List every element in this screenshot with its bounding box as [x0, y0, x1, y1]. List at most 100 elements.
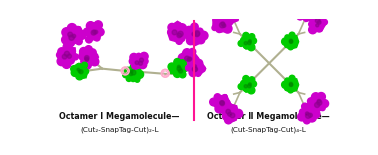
Circle shape: [302, 3, 308, 9]
Circle shape: [289, 39, 293, 42]
Circle shape: [77, 68, 79, 71]
Circle shape: [322, 20, 327, 25]
Polygon shape: [58, 48, 75, 63]
Circle shape: [293, 40, 297, 44]
Polygon shape: [299, 4, 316, 22]
Circle shape: [130, 53, 138, 61]
Circle shape: [223, 19, 230, 26]
Circle shape: [139, 58, 144, 62]
Circle shape: [297, 13, 304, 20]
Circle shape: [85, 58, 88, 61]
Circle shape: [304, 15, 309, 21]
Circle shape: [178, 31, 183, 37]
Circle shape: [249, 34, 255, 40]
Circle shape: [89, 49, 96, 56]
Circle shape: [243, 75, 249, 82]
Circle shape: [180, 71, 186, 78]
Circle shape: [62, 35, 70, 44]
Circle shape: [131, 77, 136, 82]
Circle shape: [135, 66, 141, 72]
Circle shape: [76, 64, 81, 69]
Circle shape: [320, 105, 325, 111]
Circle shape: [241, 80, 246, 86]
Circle shape: [225, 116, 232, 124]
Circle shape: [220, 101, 224, 105]
Circle shape: [83, 61, 91, 69]
Circle shape: [177, 24, 186, 33]
Circle shape: [177, 33, 185, 42]
Circle shape: [136, 53, 141, 58]
Circle shape: [135, 70, 144, 78]
Circle shape: [297, 6, 307, 15]
Circle shape: [216, 25, 223, 33]
Circle shape: [291, 41, 297, 47]
Circle shape: [129, 58, 136, 65]
Circle shape: [184, 56, 189, 61]
Circle shape: [282, 38, 289, 45]
Circle shape: [289, 75, 295, 81]
Circle shape: [308, 13, 316, 21]
Polygon shape: [222, 104, 238, 123]
Circle shape: [76, 72, 83, 80]
Circle shape: [221, 22, 225, 26]
Circle shape: [229, 13, 234, 18]
Circle shape: [85, 55, 89, 60]
Circle shape: [168, 63, 175, 70]
Circle shape: [220, 101, 224, 105]
Polygon shape: [126, 65, 142, 81]
Circle shape: [57, 57, 66, 66]
Circle shape: [291, 84, 297, 90]
Circle shape: [179, 29, 187, 38]
Circle shape: [248, 41, 251, 45]
Circle shape: [169, 67, 175, 74]
Circle shape: [293, 83, 297, 87]
Circle shape: [199, 31, 208, 40]
Circle shape: [288, 88, 293, 93]
Circle shape: [170, 33, 176, 40]
Circle shape: [194, 65, 197, 67]
Circle shape: [82, 62, 87, 68]
Circle shape: [232, 8, 240, 17]
Circle shape: [177, 33, 181, 38]
Circle shape: [243, 44, 248, 48]
Circle shape: [304, 11, 308, 16]
Circle shape: [215, 104, 223, 113]
Circle shape: [297, 113, 306, 121]
Circle shape: [191, 23, 198, 31]
Circle shape: [290, 83, 293, 87]
Circle shape: [221, 107, 228, 113]
Circle shape: [136, 63, 141, 68]
Circle shape: [94, 21, 102, 29]
Circle shape: [80, 47, 88, 56]
Circle shape: [189, 60, 195, 66]
Circle shape: [179, 60, 186, 67]
Circle shape: [186, 65, 191, 71]
Circle shape: [307, 102, 316, 110]
Circle shape: [85, 57, 88, 61]
Circle shape: [220, 22, 225, 28]
Circle shape: [140, 52, 148, 60]
Circle shape: [65, 38, 74, 47]
Circle shape: [72, 54, 78, 60]
Circle shape: [238, 84, 244, 90]
Circle shape: [142, 58, 148, 64]
Circle shape: [168, 29, 174, 35]
Circle shape: [249, 77, 255, 83]
Circle shape: [178, 54, 187, 62]
Circle shape: [308, 113, 312, 117]
Circle shape: [244, 85, 247, 88]
Circle shape: [185, 26, 193, 34]
Circle shape: [83, 69, 88, 74]
Circle shape: [192, 67, 197, 72]
Circle shape: [288, 45, 293, 50]
Circle shape: [305, 113, 311, 118]
Polygon shape: [223, 4, 238, 24]
Circle shape: [250, 81, 257, 87]
Circle shape: [222, 113, 230, 120]
Polygon shape: [62, 27, 84, 44]
Circle shape: [174, 70, 181, 78]
Circle shape: [241, 37, 246, 43]
Circle shape: [228, 112, 232, 116]
Circle shape: [222, 15, 228, 21]
Circle shape: [94, 35, 100, 41]
